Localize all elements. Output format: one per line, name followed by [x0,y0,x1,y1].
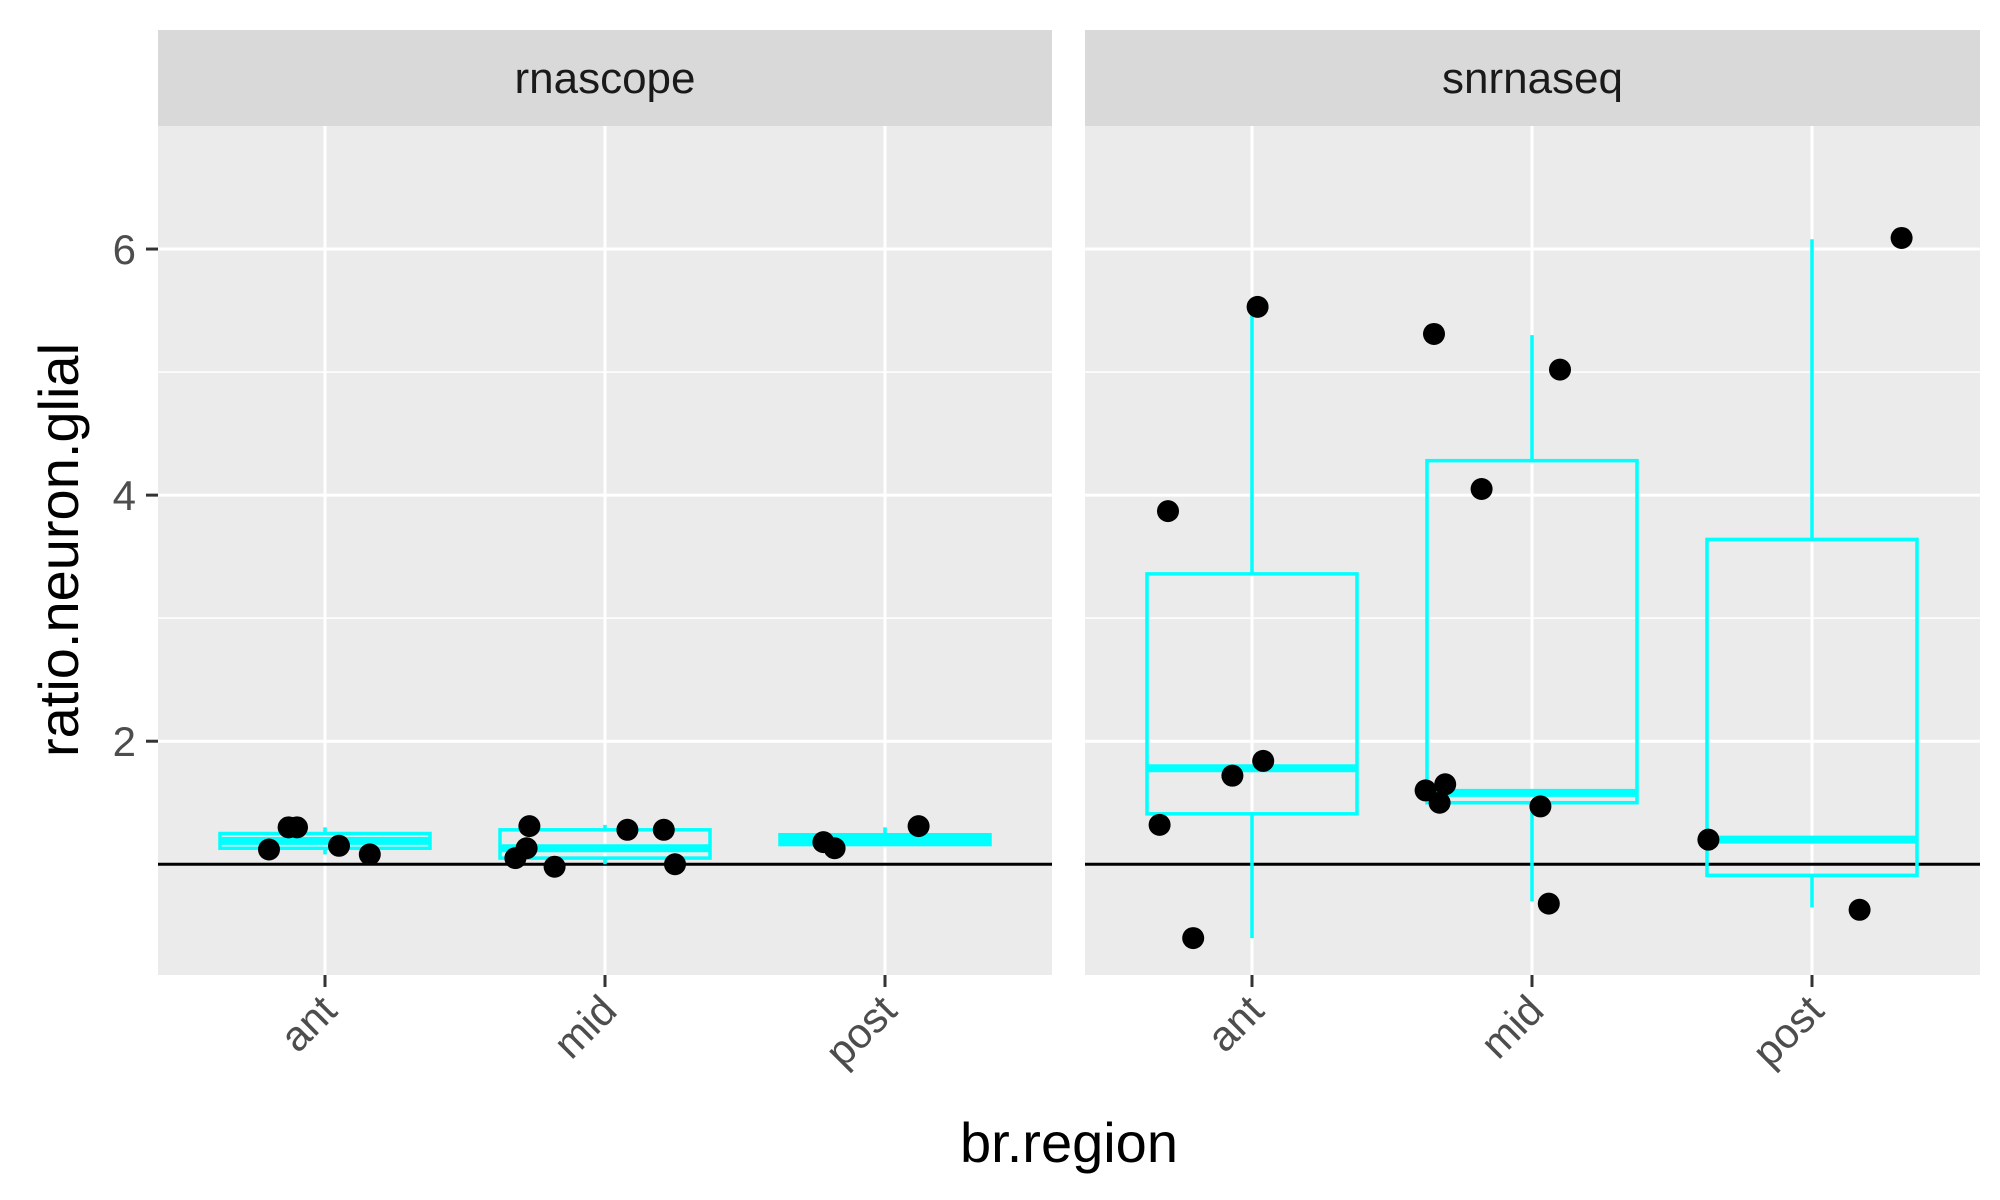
x-tick-label-ant: ant [271,986,346,1061]
facet-panel-snrnaseq: snrnaseq ant mid post [1085,30,1980,1076]
x-tick-label-post: post [1743,986,1833,1076]
data-point-mid [1434,773,1457,796]
strip-label-rnascope: rnascope [514,54,695,103]
data-point-post [1848,898,1871,921]
data-point-ant [358,843,381,866]
strip-background [158,30,1052,126]
data-point-ant [1157,500,1179,523]
data-point-mid [652,818,675,841]
data-point-ant [1148,813,1171,836]
data-point-mid [543,855,566,878]
y-axis-title: ratio.neuron.glial [27,343,90,757]
data-point-post [823,837,846,860]
data-point-mid [515,837,538,860]
data-point-ant [1182,927,1205,950]
x-tick-label-ant: ant [1198,986,1273,1061]
data-point-ant [286,816,308,839]
y-tick-label: 4 [113,472,136,519]
boxplot-post [1705,239,1919,908]
facet-panel-rnascope: rnascope ant mid post 2 4 6 [113,30,1052,1076]
x-axis-title: br.region [960,1111,1178,1174]
strip-background [1085,30,1980,126]
x-tick-label-post: post [816,986,906,1076]
data-point-post [1890,226,1913,249]
data-point-mid [1529,795,1552,818]
data-point-mid [616,818,639,841]
data-point-mid [664,853,686,876]
boxplot-ant [1145,308,1359,939]
data-point-ant [1221,764,1244,787]
data-point-mid [1549,358,1571,381]
facet-layer: rnascope ant mid post 2 4 6 snrnaseq ant mid post [113,30,1980,1076]
data-point-ant [258,838,280,861]
x-tick-label-mid: mid [544,986,625,1067]
data-point-mid [1428,791,1451,814]
data-point-post [907,815,930,838]
y-tick-label: 6 [113,226,136,273]
boxplot-ant [218,827,432,855]
data-point-mid [1537,892,1560,915]
data-point-ant [328,834,350,857]
data-point-mid [1423,322,1445,345]
x-tick-label-mid: mid [1471,986,1552,1067]
data-point-ant [1252,749,1275,772]
data-point-mid [518,815,541,838]
data-point-post [1697,828,1720,851]
y-tick-label: 2 [113,718,136,765]
box-iqr [1705,537,1919,878]
data-point-ant [1246,295,1269,318]
data-point-mid [1470,477,1493,500]
box-iqr [498,828,712,860]
strip-label-snrnaseq: snrnaseq [1442,54,1623,103]
box-iqr [1145,572,1359,816]
